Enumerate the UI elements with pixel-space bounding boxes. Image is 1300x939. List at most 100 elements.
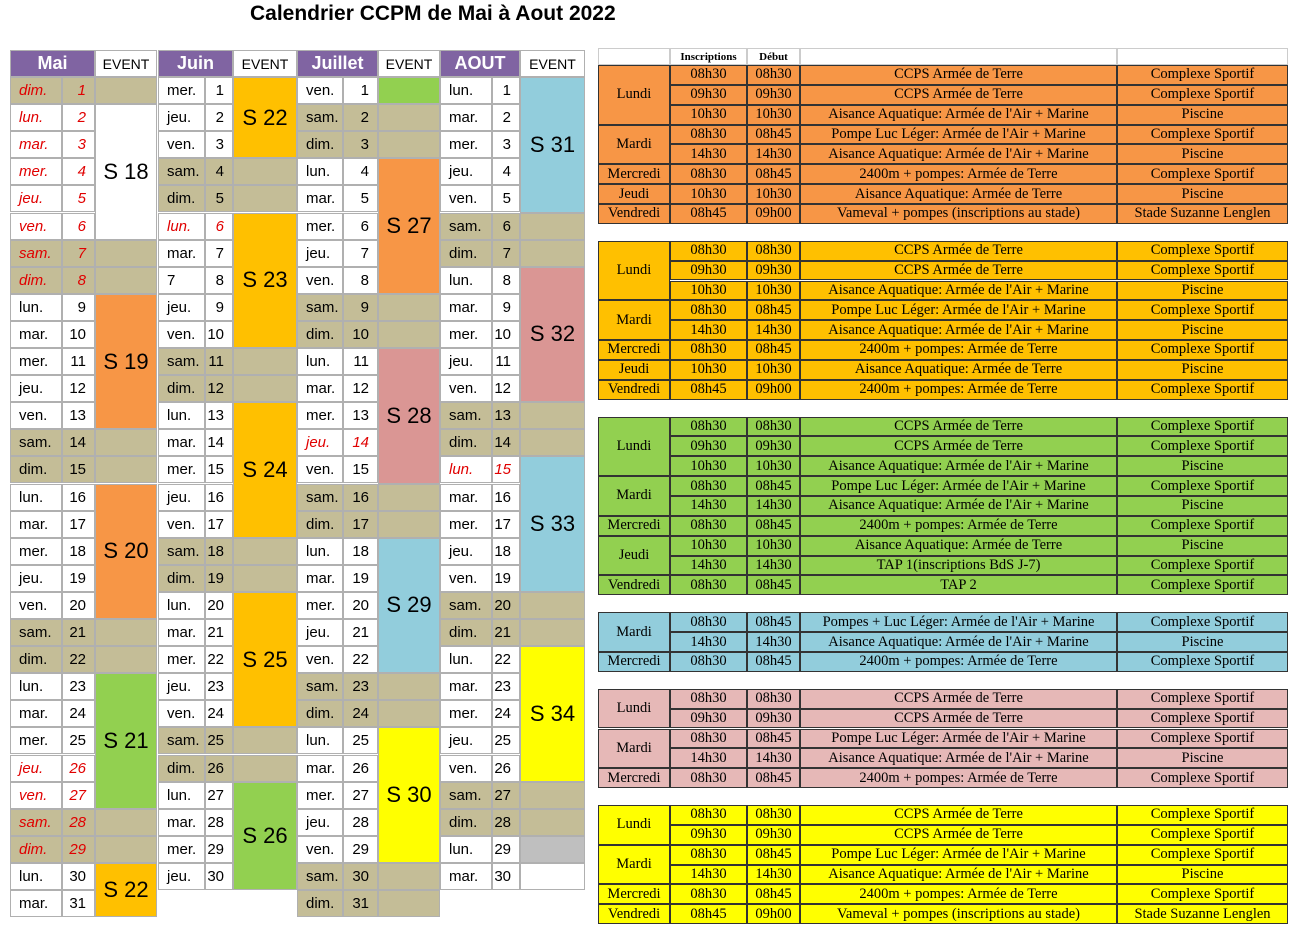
day-name: lun. bbox=[158, 591, 205, 619]
schedule-cell: 14h30 bbox=[670, 864, 747, 885]
schedule-cell: 08h45 bbox=[747, 515, 800, 536]
day-name: mar. bbox=[10, 890, 62, 918]
event-cell bbox=[233, 185, 297, 213]
event-cell bbox=[233, 564, 297, 592]
day-name: dim. bbox=[297, 700, 343, 728]
schedule-cell: 08h45 bbox=[747, 476, 800, 496]
day-number: 18 bbox=[62, 537, 95, 565]
day-name: ven. bbox=[440, 754, 492, 782]
week-event: S 30 bbox=[378, 727, 440, 863]
schedule-cell: Complexe Sportif bbox=[1117, 340, 1288, 360]
schedule-cell: 09h30 bbox=[747, 824, 800, 845]
day-number: 27 bbox=[492, 781, 520, 809]
day-name: jeu. bbox=[158, 104, 205, 132]
day-name: mar. bbox=[10, 700, 62, 728]
schedule-day: Lundi bbox=[598, 240, 670, 301]
day-name: sam. bbox=[440, 402, 492, 430]
day-name: sam. bbox=[158, 727, 205, 755]
schedule-cell: 14h30 bbox=[747, 320, 800, 341]
schedule-cell: 09h30 bbox=[670, 84, 747, 105]
schedule-cell: Complexe Sportif bbox=[1117, 884, 1288, 905]
day-name: mer. bbox=[440, 320, 492, 348]
week-event: S 33 bbox=[520, 456, 585, 592]
schedule-cell: 08h30 bbox=[670, 688, 747, 709]
day-number: 17 bbox=[205, 510, 233, 538]
day-number: 8 bbox=[62, 266, 95, 294]
day-name: sam. bbox=[440, 212, 492, 240]
day-name: dim. bbox=[440, 619, 492, 647]
week-event: S 25 bbox=[233, 591, 297, 728]
day-name: jeu. bbox=[158, 862, 205, 890]
schedule-cell: 2400m + pompes: Armée de Terre bbox=[800, 379, 1117, 400]
schedule-cell: 08h30 bbox=[670, 612, 747, 633]
day-name: sam. bbox=[440, 781, 492, 809]
day-number: 16 bbox=[492, 483, 520, 511]
day-number: 12 bbox=[205, 375, 233, 403]
schedule-cell: Piscine bbox=[1117, 496, 1288, 516]
day-name: mer. bbox=[297, 781, 343, 809]
schedule-cell: CCPS Armée de Terre bbox=[800, 708, 1117, 729]
event-cell bbox=[520, 429, 585, 457]
day-name: mar. bbox=[440, 104, 492, 132]
schedule-cell: Complexe Sportif bbox=[1117, 555, 1288, 576]
day-number: 7 bbox=[62, 239, 95, 267]
event-header: EVENT bbox=[378, 50, 440, 77]
schedule-day: Mardi bbox=[598, 476, 670, 516]
day-number: 4 bbox=[343, 158, 378, 186]
day-number: 27 bbox=[343, 781, 378, 809]
schedule-day: Jeudi bbox=[598, 535, 670, 576]
day-number: 22 bbox=[62, 646, 95, 674]
schedule-day: Mercredi bbox=[598, 340, 670, 360]
day-name: sam. bbox=[158, 158, 205, 186]
week-event: S 29 bbox=[378, 537, 440, 674]
day-number: 16 bbox=[205, 483, 233, 511]
day-number: 5 bbox=[62, 185, 95, 213]
schedule-cell: 08h45 bbox=[747, 300, 800, 321]
day-number: 15 bbox=[343, 456, 378, 484]
schedule-cell: 14h30 bbox=[747, 144, 800, 165]
day-name: dim. bbox=[297, 890, 343, 918]
event-header: EVENT bbox=[95, 50, 157, 77]
day-number: 11 bbox=[343, 348, 378, 376]
event-cell bbox=[233, 727, 297, 755]
schedule-cell: 08h30 bbox=[747, 805, 800, 825]
schedule-cell: Piscine bbox=[1117, 864, 1288, 885]
schedule-cell: 08h30 bbox=[747, 416, 800, 437]
schedule-cell: 14h30 bbox=[670, 748, 747, 769]
day-name: ven. bbox=[440, 564, 492, 592]
day-name: ven. bbox=[158, 700, 205, 728]
schedule-cell: Piscine bbox=[1117, 632, 1288, 652]
day-number: 14 bbox=[343, 429, 378, 457]
day-name: sam. bbox=[158, 537, 205, 565]
event-cell bbox=[95, 77, 157, 105]
day-name: dim. bbox=[158, 375, 205, 403]
day-number: 1 bbox=[62, 77, 95, 105]
schedule-day: Mercredi bbox=[598, 884, 670, 905]
schedule-cell: Stade Suzanne Lenglen bbox=[1117, 203, 1288, 224]
day-name: mar. bbox=[297, 375, 343, 403]
day-name: lun. bbox=[10, 483, 62, 511]
schedule-cell: Piscine bbox=[1117, 280, 1288, 301]
event-cell bbox=[378, 483, 440, 511]
schedule-cell: Complexe Sportif bbox=[1117, 124, 1288, 145]
day-name: jeu. bbox=[158, 483, 205, 511]
day-number: 20 bbox=[205, 591, 233, 619]
schedule-cell: Complexe Sportif bbox=[1117, 688, 1288, 709]
schedule-cell: 09h30 bbox=[670, 260, 747, 281]
schedule-cell: Complexe Sportif bbox=[1117, 65, 1288, 85]
schedule-cell: 10h30 bbox=[670, 456, 747, 477]
day-name: jeu. bbox=[297, 239, 343, 267]
day-name: lun. bbox=[158, 212, 205, 240]
day-number: 26 bbox=[205, 754, 233, 782]
schedule-cell: Pompe Luc Léger: Armée de l'Air + Marine bbox=[800, 728, 1117, 749]
schedule-cell: Complexe Sportif bbox=[1117, 416, 1288, 437]
day-name: ven. bbox=[158, 131, 205, 159]
schedule-cell: 10h30 bbox=[747, 535, 800, 556]
day-number: 19 bbox=[205, 564, 233, 592]
schedule-cell: Piscine bbox=[1117, 535, 1288, 556]
day-number: 3 bbox=[492, 131, 520, 159]
schedule-day: Lundi bbox=[598, 688, 670, 729]
schedule-cell: 08h30 bbox=[747, 240, 800, 261]
schedule-cell: Complexe Sportif bbox=[1117, 476, 1288, 496]
day-name: jeu. bbox=[158, 673, 205, 701]
